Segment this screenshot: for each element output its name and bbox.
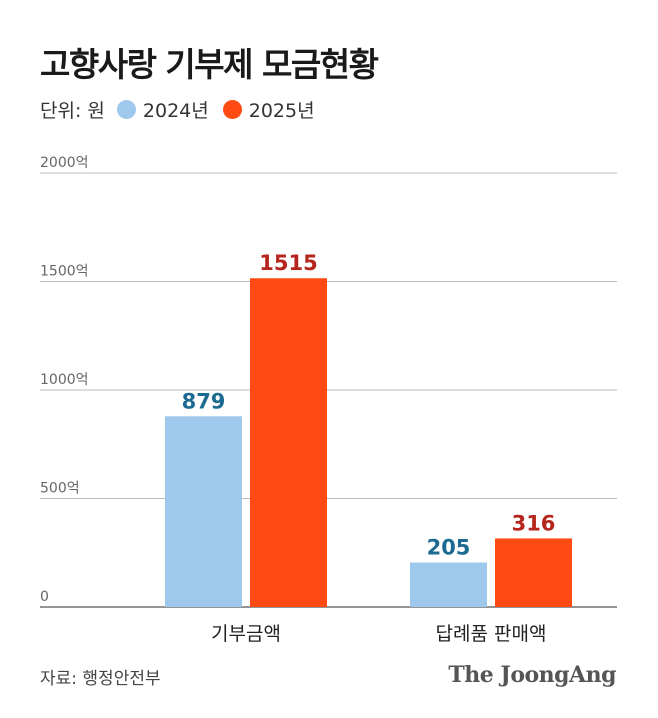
y-tick-label: 1500억 xyxy=(40,264,89,280)
data-label: 316 xyxy=(512,511,556,535)
bar xyxy=(495,538,572,607)
chart-title: 고향사랑 기부제 모금현황 xyxy=(40,45,379,84)
y-tick-label: 1000억 xyxy=(40,372,89,388)
legend-label-2024: 2024년 xyxy=(142,99,209,122)
bar xyxy=(250,278,327,607)
source-note: 자료: 행정안전부 xyxy=(40,669,161,689)
y-tick-label: 2000억 xyxy=(40,155,89,171)
data-label: 1515 xyxy=(259,251,317,275)
y-tick-label: 500억 xyxy=(40,481,80,497)
category-label: 답례품 판매액 xyxy=(436,623,547,645)
legend: 단위: 원 2024년 2025년 xyxy=(40,92,329,126)
legend-item-2025: 2025년 xyxy=(222,96,315,123)
legend-item-2024: 2024년 xyxy=(116,96,209,123)
data-label: 205 xyxy=(427,536,471,560)
unit-label: 단위: 원 xyxy=(40,99,105,122)
publisher-logo: The JoongAng xyxy=(448,662,616,688)
bar xyxy=(165,416,242,607)
legend-swatch-2024 xyxy=(116,99,136,119)
data-label: 879 xyxy=(182,389,226,413)
category-label: 기부금액 xyxy=(211,623,281,645)
y-tick-label: 0 xyxy=(40,589,49,605)
legend-label-2025: 2025년 xyxy=(248,99,315,122)
legend-swatch-2025 xyxy=(222,99,242,119)
bar xyxy=(410,562,487,607)
